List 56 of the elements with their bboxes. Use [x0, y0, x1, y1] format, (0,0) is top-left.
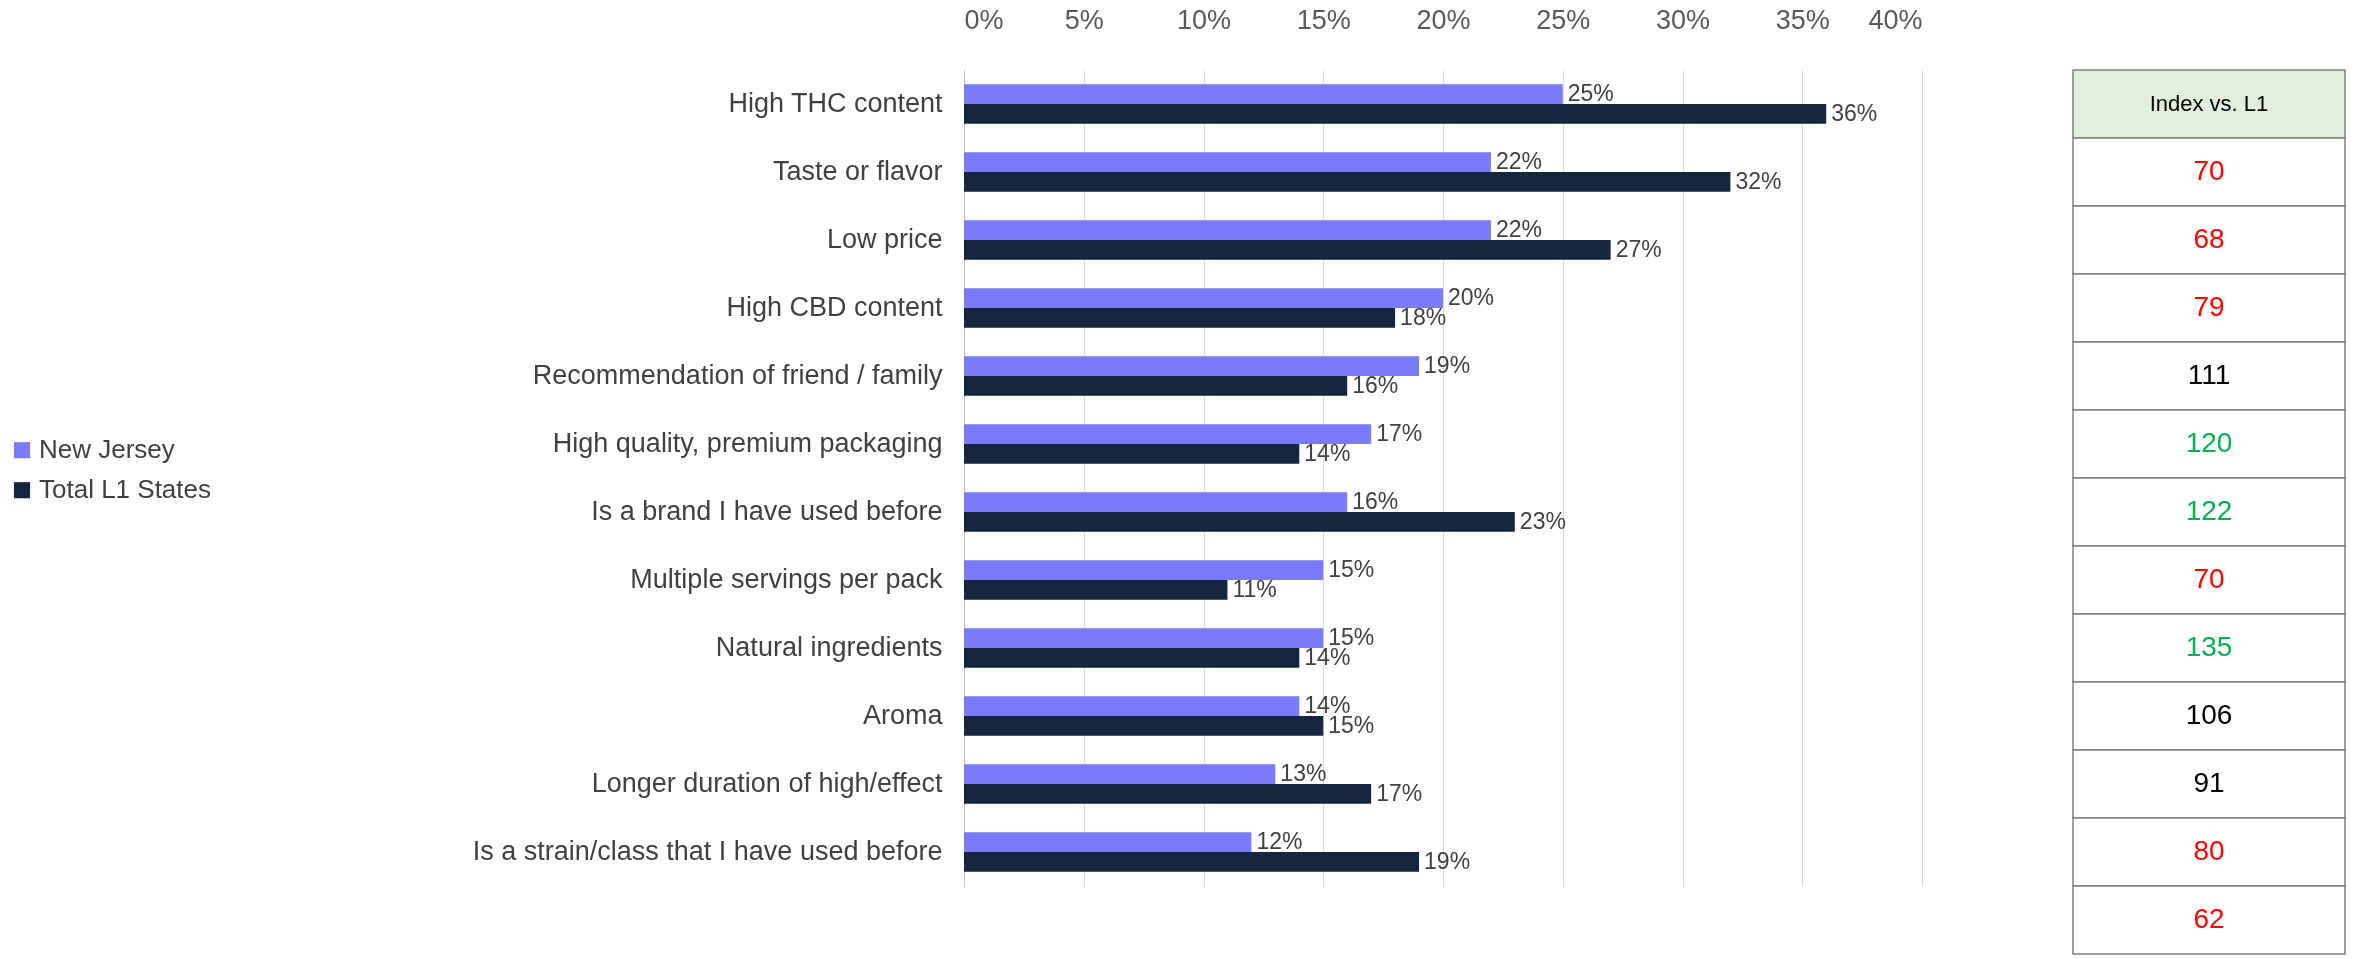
y-tick-label: Is a brand I have used before — [591, 496, 943, 526]
x-tick-label: 5% — [1064, 4, 1104, 35]
data-label: 16% — [1352, 488, 1399, 515]
data-label: 16% — [1352, 371, 1399, 398]
data-label: 17% — [1376, 420, 1423, 447]
data-label: 79 — [2193, 291, 2225, 322]
data-label: 19% — [1424, 847, 1471, 874]
y-tick-label: Longer duration of high/effect — [591, 768, 943, 798]
data-label: 36% — [1831, 99, 1878, 126]
x-tick-label: 30% — [1655, 4, 1711, 35]
y-tick-label: Recommendation of friend / family — [532, 360, 943, 390]
data-label: 120 — [2185, 427, 2233, 458]
data-label: 20% — [1448, 284, 1495, 311]
x-tick-label: 40% — [1868, 4, 1923, 35]
data-label: 22% — [1495, 216, 1542, 243]
data-label: 18% — [1400, 303, 1447, 330]
data-label: 122 — [2185, 495, 2233, 526]
legend-label: New Jersey — [39, 434, 175, 465]
y-tick-label: High CBD content — [726, 292, 943, 322]
data-label: 111 — [2187, 359, 2231, 390]
data-label: 12% — [1256, 828, 1303, 855]
y-tick-label: High THC content — [728, 88, 943, 118]
data-label: 15% — [1328, 556, 1375, 583]
x-tick-label: 20% — [1416, 4, 1471, 35]
data-label: 23% — [1519, 507, 1566, 534]
data-label: 22% — [1495, 148, 1542, 175]
data-label: 91 — [2193, 767, 2225, 798]
x-tick-label: 0% — [964, 4, 1004, 35]
y-tick-label: Taste or flavor — [772, 156, 943, 186]
data-label: 32% — [1735, 167, 1782, 194]
data-label: 70 — [2193, 155, 2225, 186]
data-label: 17% — [1376, 779, 1423, 806]
x-tick-label: 35% — [1775, 4, 1830, 35]
data-label: 68 — [2193, 223, 2225, 254]
data-label: 14% — [1304, 439, 1351, 466]
data-label: 19% — [1424, 352, 1471, 379]
y-tick-label: Natural ingredients — [715, 632, 943, 662]
x-tick-label: 10% — [1176, 4, 1232, 35]
data-label: 13% — [1280, 760, 1327, 787]
x-tick-label: 15% — [1296, 4, 1351, 35]
x-tick-label: 25% — [1536, 4, 1591, 35]
data-label: 27% — [1615, 235, 1662, 262]
data-label: 135 — [2185, 631, 2233, 662]
y-tick-label: Multiple servings per pack — [630, 564, 943, 594]
data-label: 11% — [1232, 575, 1277, 602]
data-label: 70 — [2193, 563, 2225, 594]
y-tick-label: Aroma — [862, 700, 944, 730]
y-tick-label: High quality, premium packaging — [552, 428, 943, 458]
y-tick-label: Is a strain/class that I have used before — [472, 836, 943, 866]
text: Index vs. L1 — [2149, 91, 2269, 116]
y-tick-label: Low price — [826, 224, 943, 254]
data-label: 62 — [2193, 903, 2225, 934]
legend-label: Total L1 States — [39, 474, 211, 505]
data-label: 25% — [1567, 80, 1614, 107]
data-label: 80 — [2193, 835, 2225, 866]
data-label: 106 — [2185, 699, 2233, 730]
